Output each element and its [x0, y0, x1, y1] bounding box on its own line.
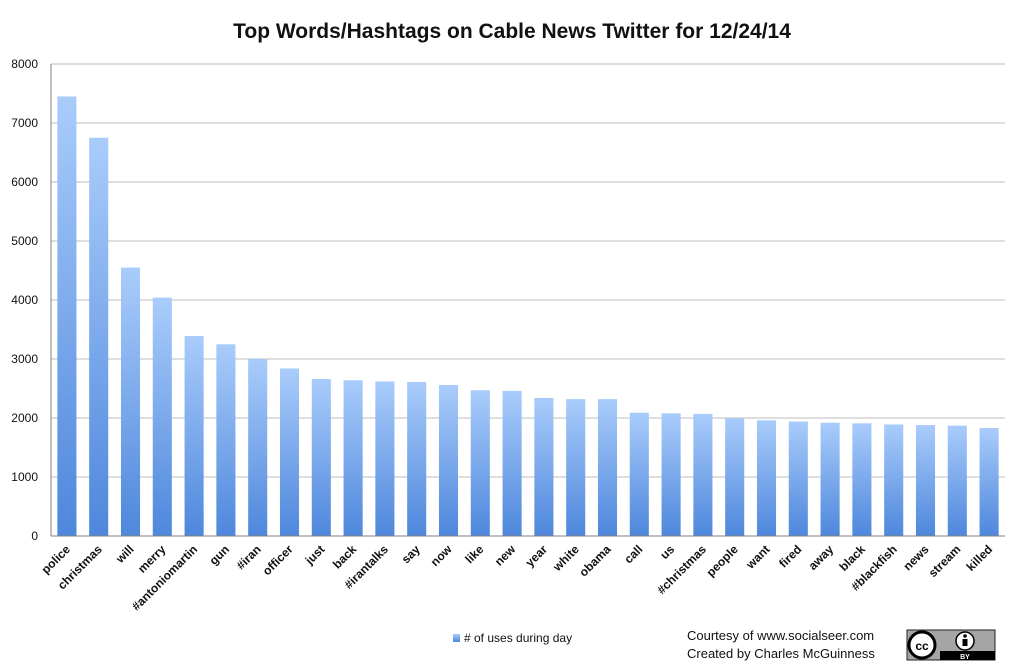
- y-tick-label: 3000: [11, 352, 38, 366]
- y-tick-label: 0: [31, 529, 38, 543]
- credit-line-1: Courtesy of www.socialseer.com: [687, 628, 874, 643]
- by-label: BY: [960, 654, 970, 661]
- x-tick-label: just: [302, 542, 328, 568]
- x-tick-label: will: [112, 542, 136, 566]
- bar-christmas: [693, 413, 713, 536]
- bar-will: [120, 267, 141, 536]
- legend-label: # of uses during day: [464, 631, 572, 645]
- x-tick-label: killed: [964, 542, 996, 574]
- bar-blackfish: [884, 424, 904, 536]
- bar-say: [407, 382, 427, 536]
- bar-just: [311, 379, 331, 536]
- bar-obama: [597, 399, 618, 536]
- bar-officer: [279, 368, 300, 536]
- bar-back: [343, 380, 363, 536]
- x-tick-label: year: [523, 542, 551, 570]
- bar-iran: [248, 359, 268, 536]
- creative-commons-by-icon: cc BY: [906, 629, 996, 661]
- legend: # of uses during day: [453, 631, 572, 645]
- bar-christmas: [89, 137, 109, 536]
- cc-label: cc: [915, 639, 929, 653]
- legend-swatch: [453, 634, 460, 642]
- bar-white: [566, 399, 586, 536]
- bar-gun: [216, 344, 236, 536]
- x-tick-label: fired: [776, 542, 804, 570]
- x-tick-label: call: [621, 542, 645, 566]
- bar-now: [438, 384, 459, 536]
- bars: [57, 96, 999, 536]
- bar-like: [470, 390, 490, 536]
- x-tick-label: want: [743, 542, 773, 572]
- x-tick-label: us: [657, 542, 677, 562]
- gridlines: [51, 63, 1005, 478]
- x-tick-label: say: [399, 542, 423, 566]
- bar-killed: [979, 428, 999, 536]
- x-tick-label: now: [428, 542, 455, 569]
- y-tick-label: 1000: [11, 470, 38, 484]
- y-axis-ticks: 0 1000 2000 3000 4000 5000 6000 7000 8000: [11, 57, 38, 543]
- bar-new: [502, 390, 522, 536]
- bar-away: [820, 422, 840, 536]
- credit-line-2: Created by Charles McGuinness: [687, 646, 875, 661]
- bar-irantalks: [375, 381, 395, 536]
- bar-police: [57, 96, 77, 536]
- x-tick-label: people: [704, 542, 741, 579]
- y-tick-label: 5000: [11, 234, 38, 248]
- bar-stream: [947, 425, 967, 536]
- bar-fired: [788, 421, 808, 536]
- bar-people: [725, 418, 745, 536]
- x-tick-label: new: [492, 542, 519, 569]
- x-tick-label: officer: [260, 542, 296, 578]
- x-tick-label: away: [806, 542, 837, 573]
- bar-year: [534, 397, 554, 536]
- bar-want: [756, 420, 777, 536]
- y-tick-label: 7000: [11, 116, 38, 130]
- bar-antoniomartin: [184, 335, 204, 536]
- bar-us: [661, 413, 681, 536]
- x-tick-label: stream: [926, 542, 964, 580]
- bar-news: [915, 425, 936, 536]
- bar-call: [629, 412, 649, 536]
- y-tick-label: 2000: [11, 411, 38, 425]
- x-tick-label: obama: [576, 542, 613, 579]
- bar-black: [852, 423, 872, 536]
- y-tick-label: 8000: [11, 57, 38, 71]
- x-tick-label: like: [462, 542, 486, 566]
- bar-merry: [152, 297, 172, 536]
- y-tick-label: 4000: [11, 293, 38, 307]
- x-tick-label: gun: [207, 542, 232, 567]
- chart-title: Top Words/Hashtags on Cable News Twitter…: [233, 20, 791, 43]
- y-tick-label: 6000: [11, 175, 38, 189]
